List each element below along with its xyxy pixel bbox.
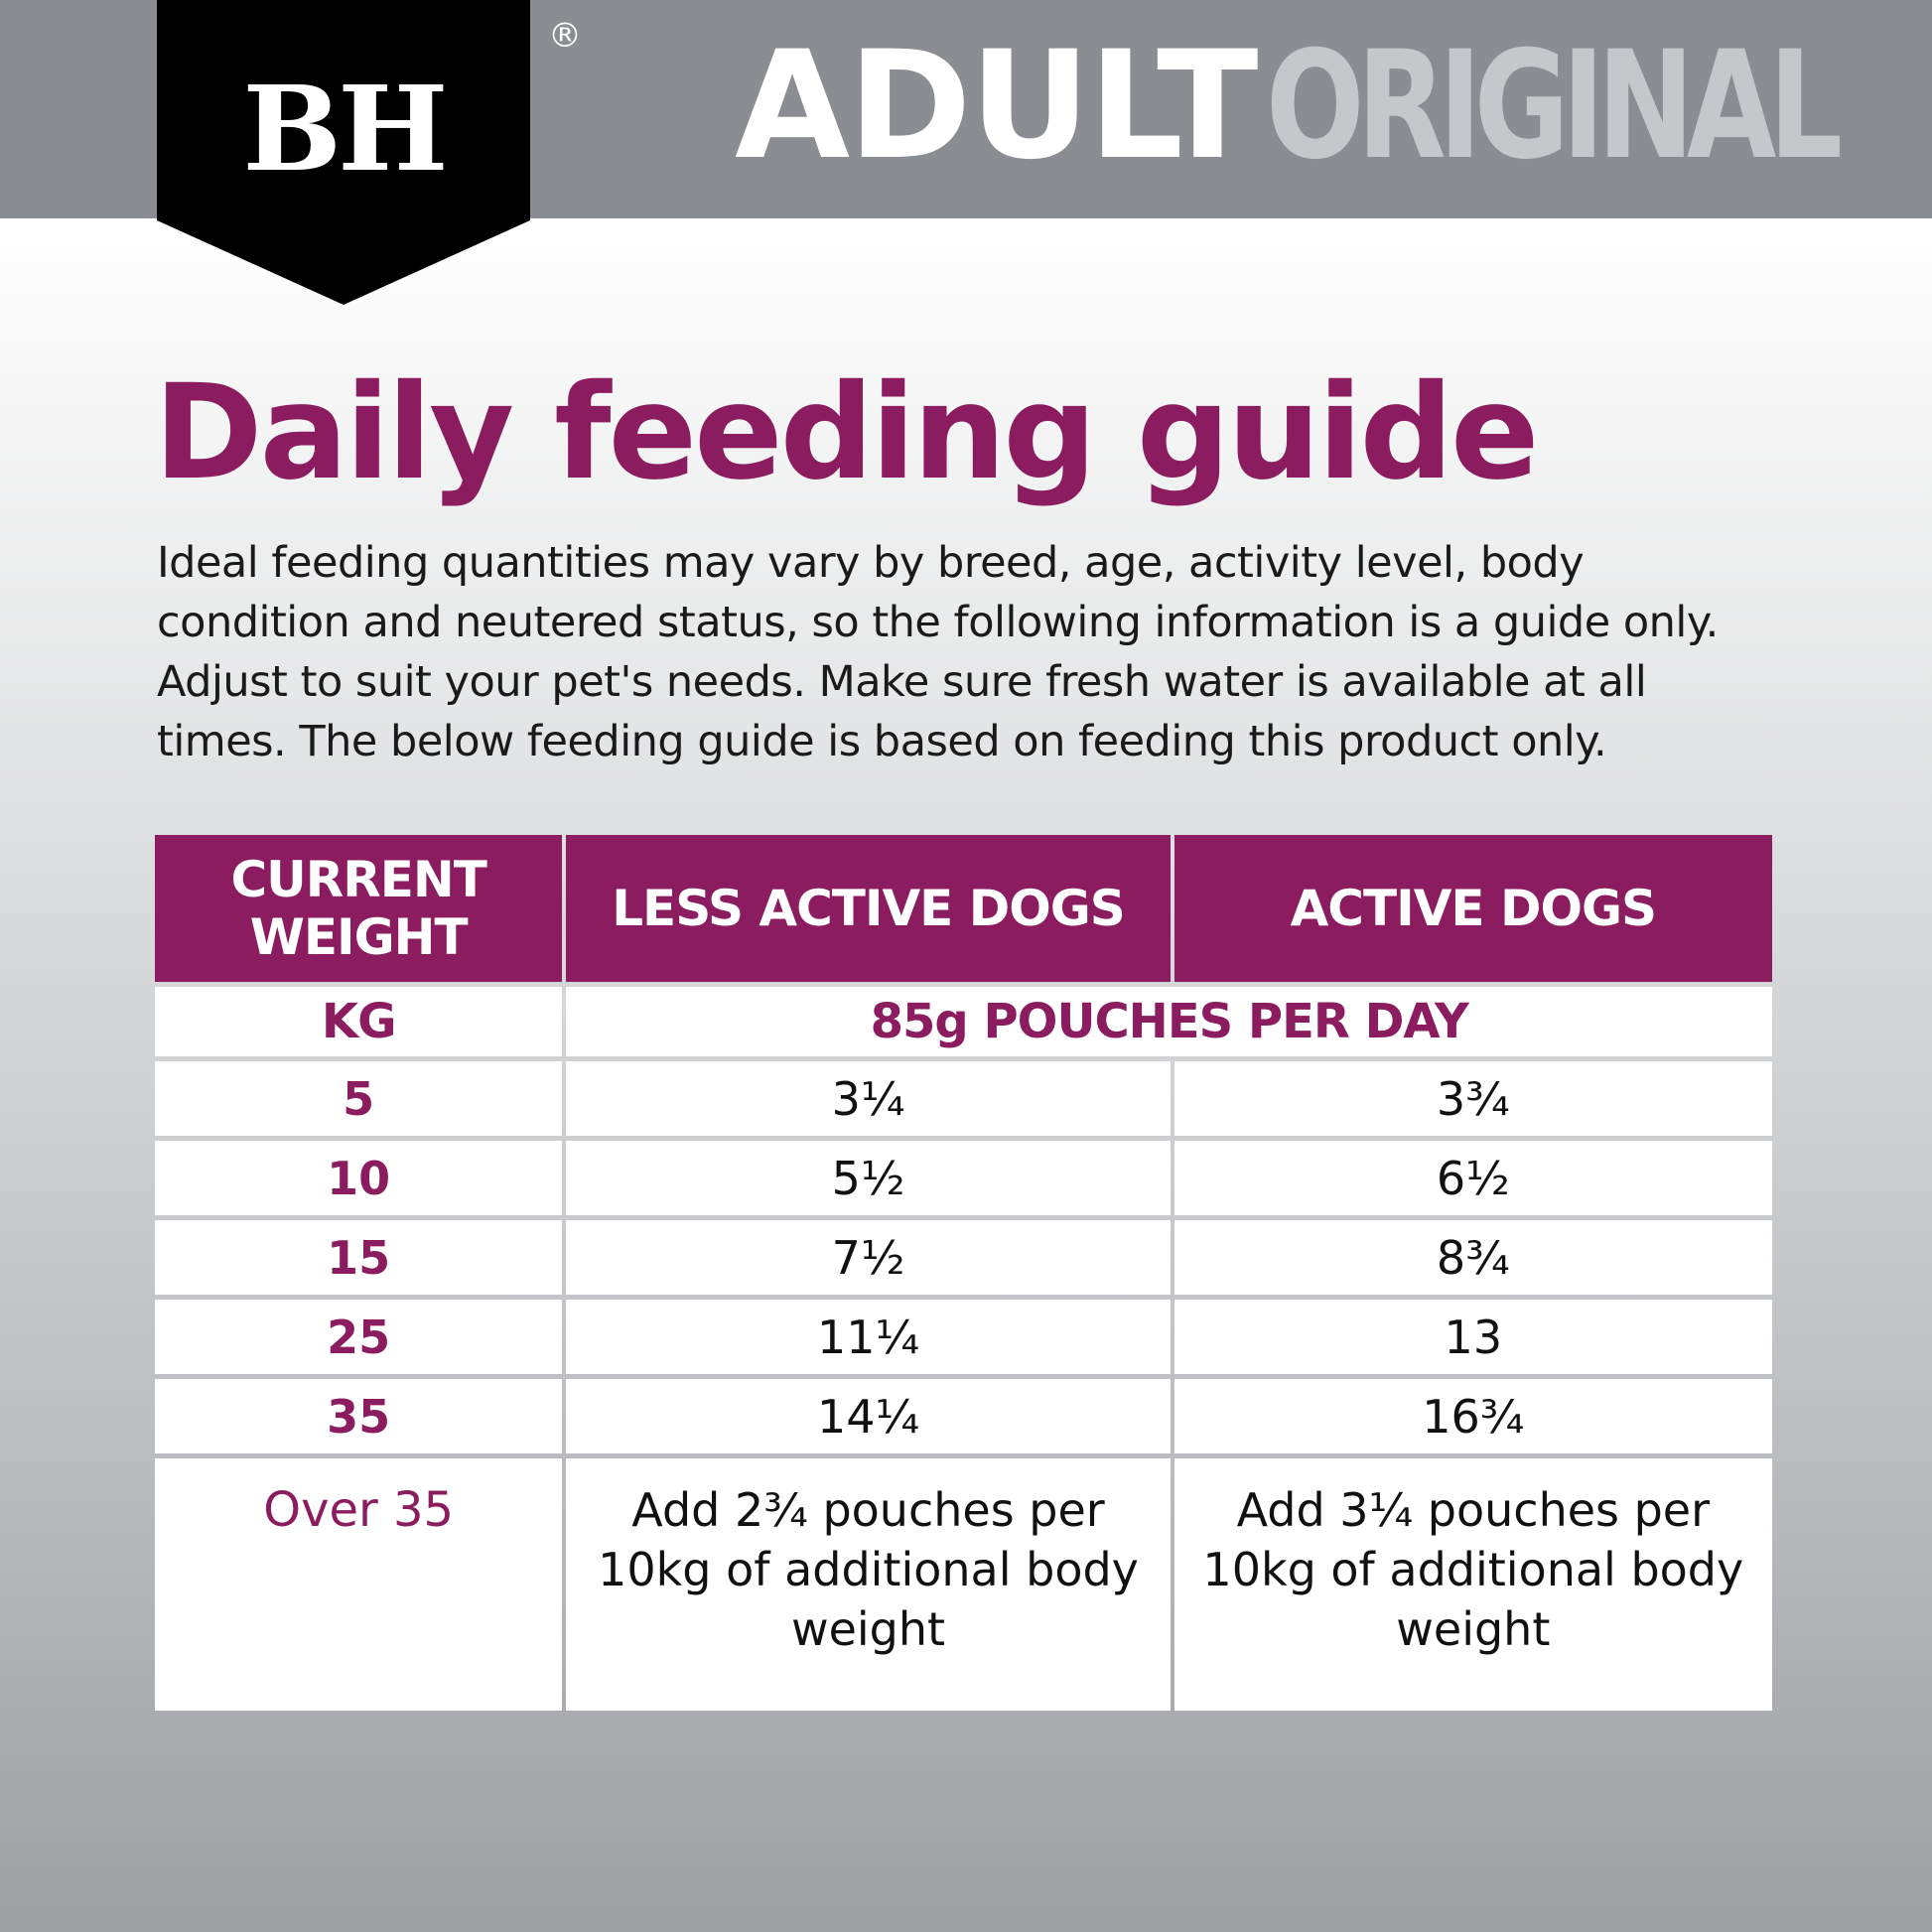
table-row: 25 11¼ 13 bbox=[155, 1300, 1772, 1374]
logo-shape bbox=[157, 0, 530, 305]
table-row: 35 14¼ 16¾ bbox=[155, 1379, 1772, 1453]
amount-cell: Add 3¼ pouches per 10kg of additional bo… bbox=[1173, 1458, 1772, 1711]
weight-cell: 25 bbox=[155, 1300, 563, 1374]
amount-cell: 14¼ bbox=[566, 1379, 1171, 1453]
table-row: 10 5½ 6½ bbox=[155, 1141, 1772, 1215]
title-secondary: ORIGINAL bbox=[1266, 20, 1843, 193]
title-primary: ADULT bbox=[735, 20, 1258, 193]
page-title: Daily feeding guide bbox=[154, 356, 1539, 509]
registered-mark: ® bbox=[548, 16, 582, 56]
subheader-cell: KG bbox=[155, 987, 563, 1056]
amount-cell: 11¼ bbox=[566, 1300, 1171, 1374]
amount-cell: 13 bbox=[1173, 1300, 1772, 1374]
column-header: CURRENT WEIGHT bbox=[155, 835, 563, 982]
feeding-table: CURRENT WEIGHT LESS ACTIVE DOGS ACTIVE DOG… bbox=[151, 830, 1776, 1716]
weight-cell: 15 bbox=[155, 1220, 563, 1295]
column-header: ACTIVE DOGS bbox=[1173, 835, 1772, 982]
weight-cell: 10 bbox=[155, 1141, 563, 1215]
intro: Ideal feeding quantities may vary by bre… bbox=[157, 538, 1719, 766]
amount-cell: 3¾ bbox=[1173, 1061, 1772, 1136]
table-row: 5 3¼ 3¾ bbox=[155, 1061, 1772, 1136]
amount-cell: 16¾ bbox=[1173, 1379, 1772, 1453]
column-header: LESS ACTIVE DOGS bbox=[566, 835, 1171, 982]
weight-cell: 35 bbox=[155, 1379, 563, 1453]
amount-cell: 6½ bbox=[1173, 1141, 1772, 1215]
amount-cell: 7½ bbox=[566, 1220, 1171, 1295]
amount-cell: 5½ bbox=[566, 1141, 1171, 1215]
subheader-row: KG 85g POUCHES PER DAY bbox=[155, 987, 1772, 1056]
amount-cell: 8¾ bbox=[1173, 1220, 1772, 1295]
subheader-cell: 85g POUCHES PER DAY bbox=[566, 987, 1772, 1056]
weight-cell: 5 bbox=[155, 1061, 563, 1136]
table-row: Over 35 Add 2¾ pouches per 10kg of additi… bbox=[155, 1458, 1772, 1711]
amount-cell: 3¼ bbox=[566, 1061, 1171, 1136]
amount-cell: Add 2¾ pouches per 10kg of additional bo… bbox=[566, 1458, 1171, 1711]
weight-cell: Over 35 bbox=[155, 1458, 563, 1711]
brand: BH bbox=[242, 60, 448, 198]
table-row: 15 7½ 8¾ bbox=[155, 1220, 1772, 1295]
header-row: CURRENT WEIGHT LESS ACTIVE DOGS ACTIVE DOG… bbox=[155, 835, 1772, 982]
